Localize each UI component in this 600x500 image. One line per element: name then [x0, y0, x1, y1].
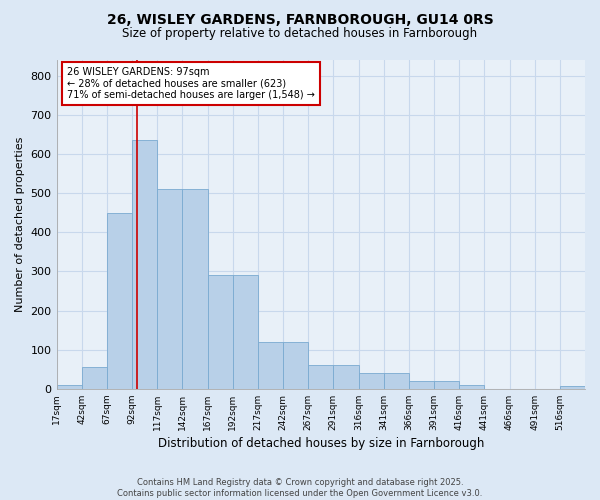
Bar — [233, 276, 258, 389]
Text: Size of property relative to detached houses in Farnborough: Size of property relative to detached ho… — [122, 28, 478, 40]
Text: 26, WISLEY GARDENS, FARNBOROUGH, GU14 0RS: 26, WISLEY GARDENS, FARNBOROUGH, GU14 0R… — [107, 12, 493, 26]
Bar — [182, 189, 208, 389]
Bar — [82, 368, 107, 389]
Y-axis label: Number of detached properties: Number of detached properties — [15, 136, 25, 312]
Bar — [157, 189, 182, 389]
Bar — [359, 373, 383, 389]
Bar — [434, 381, 459, 389]
Bar — [409, 381, 434, 389]
X-axis label: Distribution of detached houses by size in Farnborough: Distribution of detached houses by size … — [158, 437, 484, 450]
Bar — [459, 385, 484, 389]
Bar — [334, 366, 359, 389]
Bar — [132, 140, 157, 389]
Bar — [208, 276, 233, 389]
Text: 26 WISLEY GARDENS: 97sqm
← 28% of detached houses are smaller (623)
71% of semi-: 26 WISLEY GARDENS: 97sqm ← 28% of detach… — [67, 66, 315, 100]
Bar — [283, 342, 308, 389]
Text: Contains HM Land Registry data © Crown copyright and database right 2025.
Contai: Contains HM Land Registry data © Crown c… — [118, 478, 482, 498]
Bar — [258, 342, 283, 389]
Bar — [308, 366, 334, 389]
Bar — [560, 386, 585, 389]
Bar — [56, 385, 82, 389]
Bar — [107, 212, 132, 389]
Bar — [383, 373, 409, 389]
